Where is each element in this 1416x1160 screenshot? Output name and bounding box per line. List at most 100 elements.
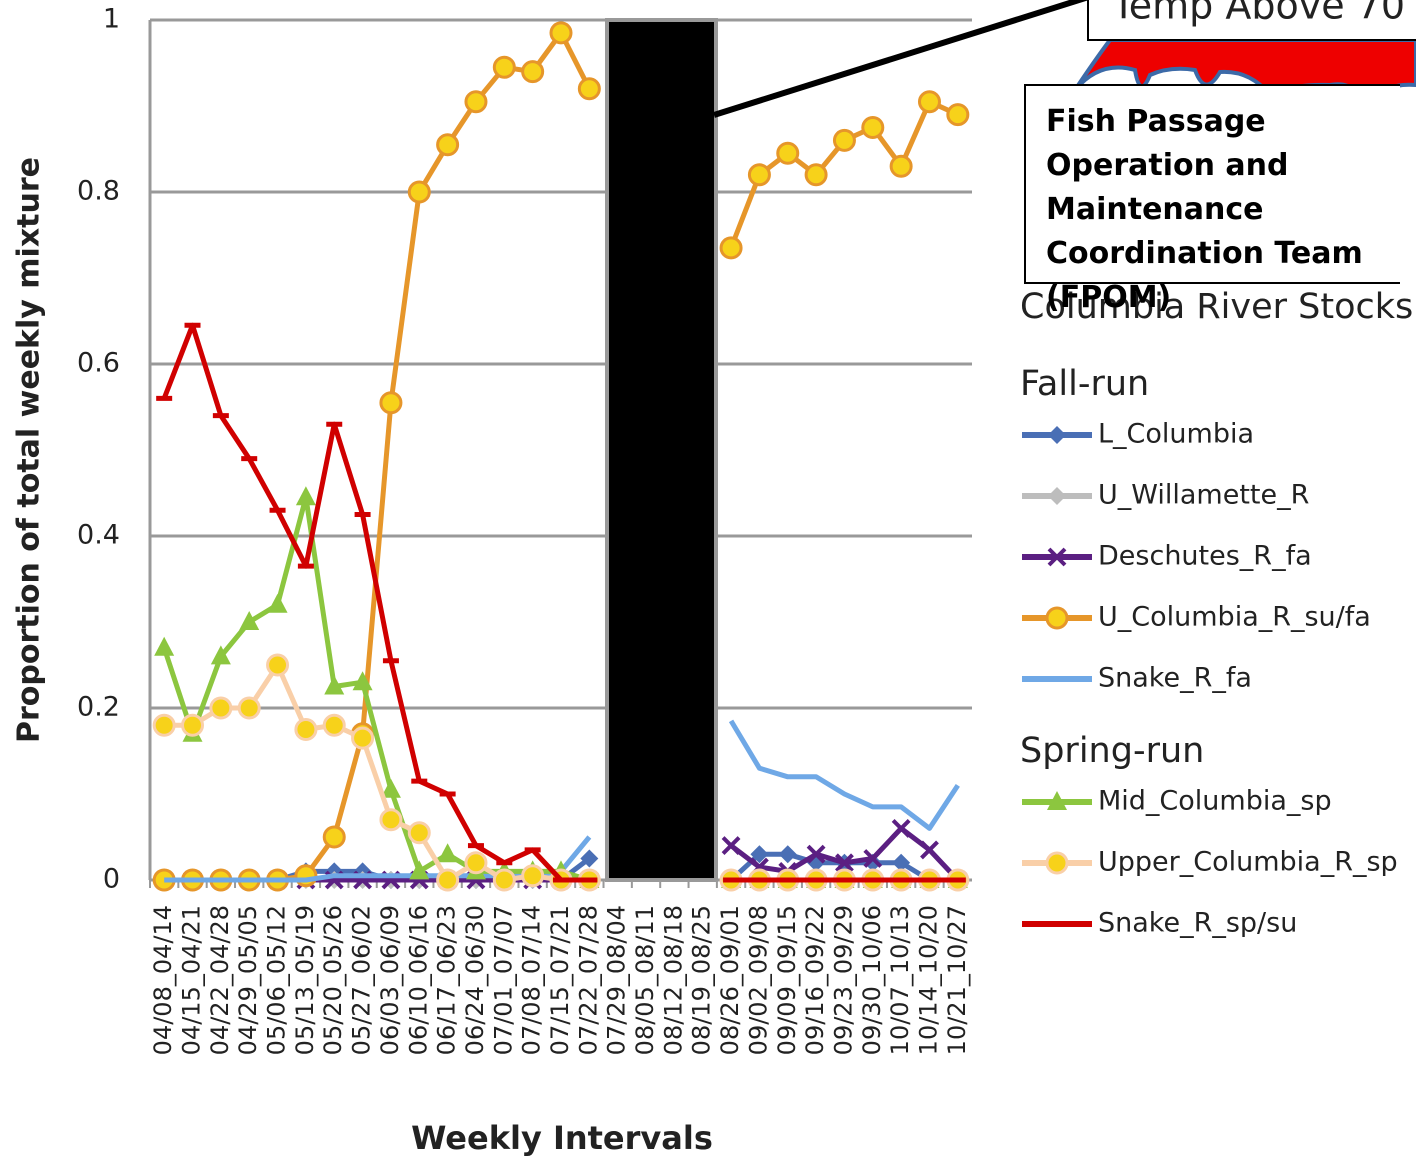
series-marker <box>409 823 429 843</box>
series-marker <box>579 79 599 99</box>
y-tick-label: 0.4 <box>77 520 120 551</box>
series-marker <box>381 810 401 830</box>
series-marker <box>296 720 316 740</box>
series-marker <box>438 870 458 890</box>
x-axis-title: Weekly Intervals <box>411 1119 713 1157</box>
x-tick-label: 08/26_09/01 <box>716 905 744 1055</box>
legend-marker <box>1047 608 1067 628</box>
x-tick-label: 10/07_10/13 <box>886 905 914 1055</box>
y-tick-label: 0.8 <box>77 176 120 207</box>
series-marker <box>324 715 344 735</box>
x-tick-label: 07/08_07/14 <box>518 905 546 1055</box>
x-tick-label: 06/03_06/09 <box>376 905 404 1055</box>
x-tick-label: 09/09_09/15 <box>773 905 801 1055</box>
series-marker <box>494 870 514 890</box>
series-marker <box>353 728 373 748</box>
series-marker <box>893 820 909 836</box>
x-tick-label: 09/16_09/22 <box>801 905 829 1055</box>
x-tick-label: 10/21_10/27 <box>943 905 971 1055</box>
series-marker <box>551 23 571 43</box>
series-line <box>164 325 958 880</box>
series-marker <box>919 92 939 112</box>
series-marker <box>438 843 458 862</box>
legend-marker <box>1048 487 1066 505</box>
series-marker <box>154 715 174 735</box>
x-tick-label: 09/30_10/06 <box>858 905 886 1055</box>
series-marker <box>409 182 429 202</box>
x-tick-label: 05/27_06/02 <box>348 905 376 1055</box>
series-marker <box>863 118 883 138</box>
series-marker <box>296 486 316 505</box>
x-tick-label: 09/02_09/08 <box>744 905 772 1055</box>
x-tick-label: 05/20_05/26 <box>319 905 347 1055</box>
series-marker <box>779 845 797 863</box>
series-marker <box>723 838 739 854</box>
x-tick-label: 05/06_05/12 <box>263 905 291 1055</box>
y-tick-label: 0.2 <box>77 692 120 723</box>
legend-group: Fall-run <box>1020 364 1149 404</box>
x-tick-label: 04/29_05/05 <box>234 905 262 1055</box>
y-tick-label: 0.6 <box>77 348 120 379</box>
series-marker <box>381 393 401 413</box>
legend-label: U_Willamette_R <box>1098 480 1309 511</box>
series-marker <box>523 62 543 82</box>
series-marker <box>921 842 937 858</box>
series-marker <box>749 165 769 185</box>
series-marker <box>296 866 316 886</box>
x-tick-label: 08/05_08/11 <box>631 905 659 1055</box>
legend-marker <box>1048 426 1066 444</box>
series-marker <box>778 143 798 163</box>
x-tick-label: 07/01_07/07 <box>489 905 517 1055</box>
x-tick-label: 09/23_09/29 <box>829 905 857 1055</box>
series-line <box>164 33 958 880</box>
series-marker <box>268 594 288 613</box>
series-marker <box>466 853 486 873</box>
series-marker <box>239 698 259 718</box>
missing-data-block <box>607 20 716 880</box>
y-tick-label: 1 <box>103 4 120 35</box>
series-marker <box>466 92 486 112</box>
series-marker <box>834 130 854 150</box>
legend-label: Upper_Columbia_R_sp <box>1098 847 1398 878</box>
legend-group: Spring-run <box>1020 731 1204 771</box>
x-tick-label: 07/29_08/04 <box>603 905 631 1055</box>
legend-label: U_Columbia_R_su/fa <box>1098 602 1371 633</box>
series-marker <box>721 238 741 258</box>
legend-label: Snake_R_sp/su <box>1098 908 1297 939</box>
series-marker <box>494 57 514 77</box>
legend-label: Deschutes_R_fa <box>1098 541 1312 572</box>
y-tick-label: 0 <box>103 864 120 895</box>
x-tick-label: 08/12_08/18 <box>659 905 687 1055</box>
x-tick-label: 08/19_08/25 <box>688 905 716 1055</box>
x-tick-label: 05/13_05/19 <box>291 905 319 1055</box>
series-line <box>164 665 958 880</box>
page: Temp Above 70 Proportion of total weekly… <box>0 0 1416 1160</box>
x-tick-label: 06/24_06/30 <box>461 905 489 1055</box>
series-marker <box>183 715 203 735</box>
legend-marker <box>1047 853 1067 873</box>
x-tick-label: 07/15_07/21 <box>546 905 574 1055</box>
temp-label: Temp Above 70 <box>1111 0 1405 28</box>
series-marker <box>154 637 174 656</box>
series-marker <box>268 655 288 675</box>
y-axis-title: Proportion of total weekly mixture <box>12 157 47 743</box>
legend-label: Mid_Columbia_sp <box>1098 786 1332 817</box>
x-tick-label: 04/15_04/21 <box>178 905 206 1055</box>
series-line <box>164 497 958 880</box>
series-marker <box>948 105 968 125</box>
x-tick-label: 06/17_06/23 <box>433 905 461 1055</box>
fpom-box: Fish Passage Operation and Maintenance C… <box>1024 84 1400 284</box>
legend-label: Snake_R_fa <box>1098 663 1252 694</box>
series-marker <box>806 165 826 185</box>
series-marker <box>324 827 344 847</box>
series-marker <box>523 866 543 886</box>
series-marker <box>438 135 458 155</box>
series-marker <box>891 156 911 176</box>
x-tick-label: 04/22_04/28 <box>206 905 234 1055</box>
x-tick-label: 07/22_07/28 <box>574 905 602 1055</box>
series-marker <box>211 698 231 718</box>
x-tick-label: 06/10_06/16 <box>404 905 432 1055</box>
x-tick-label: 04/08_04/14 <box>149 905 177 1055</box>
x-tick-label: 10/14_10/20 <box>914 905 942 1055</box>
legend-label: L_Columbia <box>1098 419 1254 450</box>
